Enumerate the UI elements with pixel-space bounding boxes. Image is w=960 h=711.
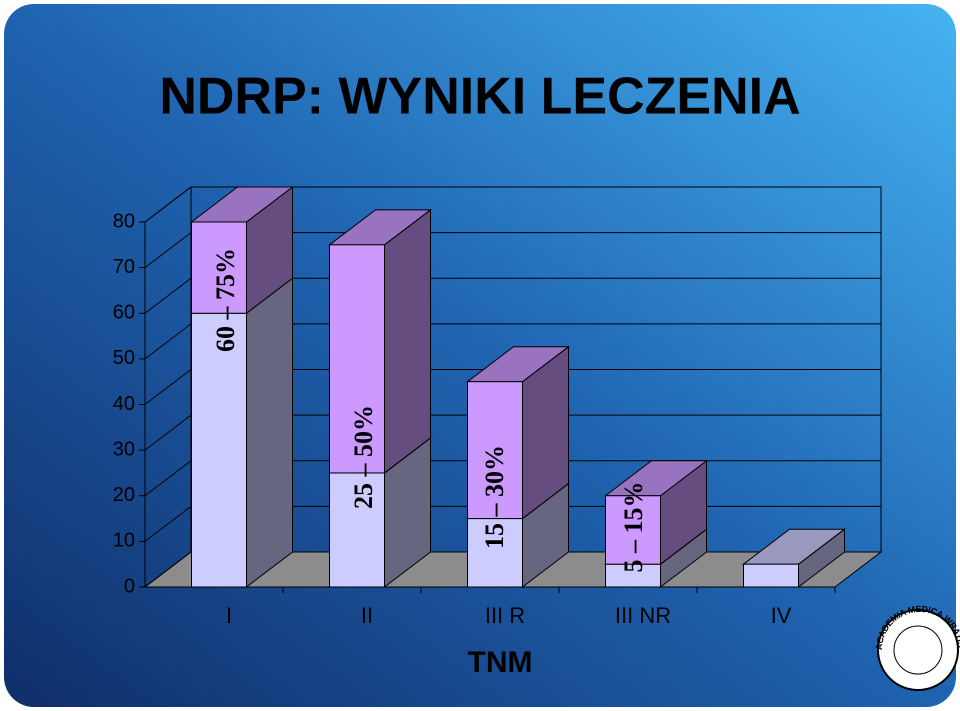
y-tick-label: 30 bbox=[113, 438, 135, 460]
y-tick-label: 60 bbox=[113, 302, 135, 324]
grid-line-side bbox=[144, 232, 192, 269]
bar-annotation: 15 – 30% bbox=[480, 445, 509, 549]
y-tick-label: 10 bbox=[113, 530, 135, 552]
bar bbox=[191, 221, 247, 314]
x-tick-label: III R bbox=[485, 603, 525, 628]
slide-title: NDRP: WYNIKI LECZENIA bbox=[159, 68, 800, 126]
bar-annotation: 25 – 50% bbox=[349, 405, 378, 509]
y-tick-label: 80 bbox=[113, 210, 135, 232]
y-tick-label: 70 bbox=[113, 256, 135, 278]
bar bbox=[605, 495, 661, 565]
bar-side bbox=[246, 277, 293, 589]
x-tick-label: III NR bbox=[615, 603, 671, 628]
bar bbox=[467, 381, 523, 520]
grid-line-side bbox=[144, 460, 192, 497]
grid-line-side bbox=[144, 277, 192, 314]
bar bbox=[467, 518, 523, 588]
grid-line-side bbox=[144, 323, 192, 360]
grid-line-side bbox=[144, 414, 192, 451]
x-tick-label: II bbox=[361, 603, 373, 628]
x-tick-label: IV bbox=[771, 603, 792, 628]
y-tick-label: 20 bbox=[113, 484, 135, 506]
grid-line-side bbox=[144, 551, 192, 588]
grid-line-side bbox=[144, 186, 192, 223]
bar-annotation: 5 – 15% bbox=[619, 482, 648, 573]
grid-line-side bbox=[144, 505, 192, 542]
x-axis-title: TNM bbox=[468, 646, 533, 679]
bar bbox=[743, 563, 799, 588]
bar-side bbox=[384, 208, 431, 474]
y-tick-label: 40 bbox=[113, 393, 135, 415]
y-tick-label: 0 bbox=[124, 575, 135, 597]
x-tick-label: I bbox=[226, 603, 232, 628]
bar bbox=[329, 244, 385, 474]
bar bbox=[191, 312, 247, 588]
grid-line-side bbox=[144, 369, 192, 405]
bar-annotation: 60 – 75% bbox=[211, 248, 240, 352]
y-tick-label: 50 bbox=[113, 347, 135, 369]
